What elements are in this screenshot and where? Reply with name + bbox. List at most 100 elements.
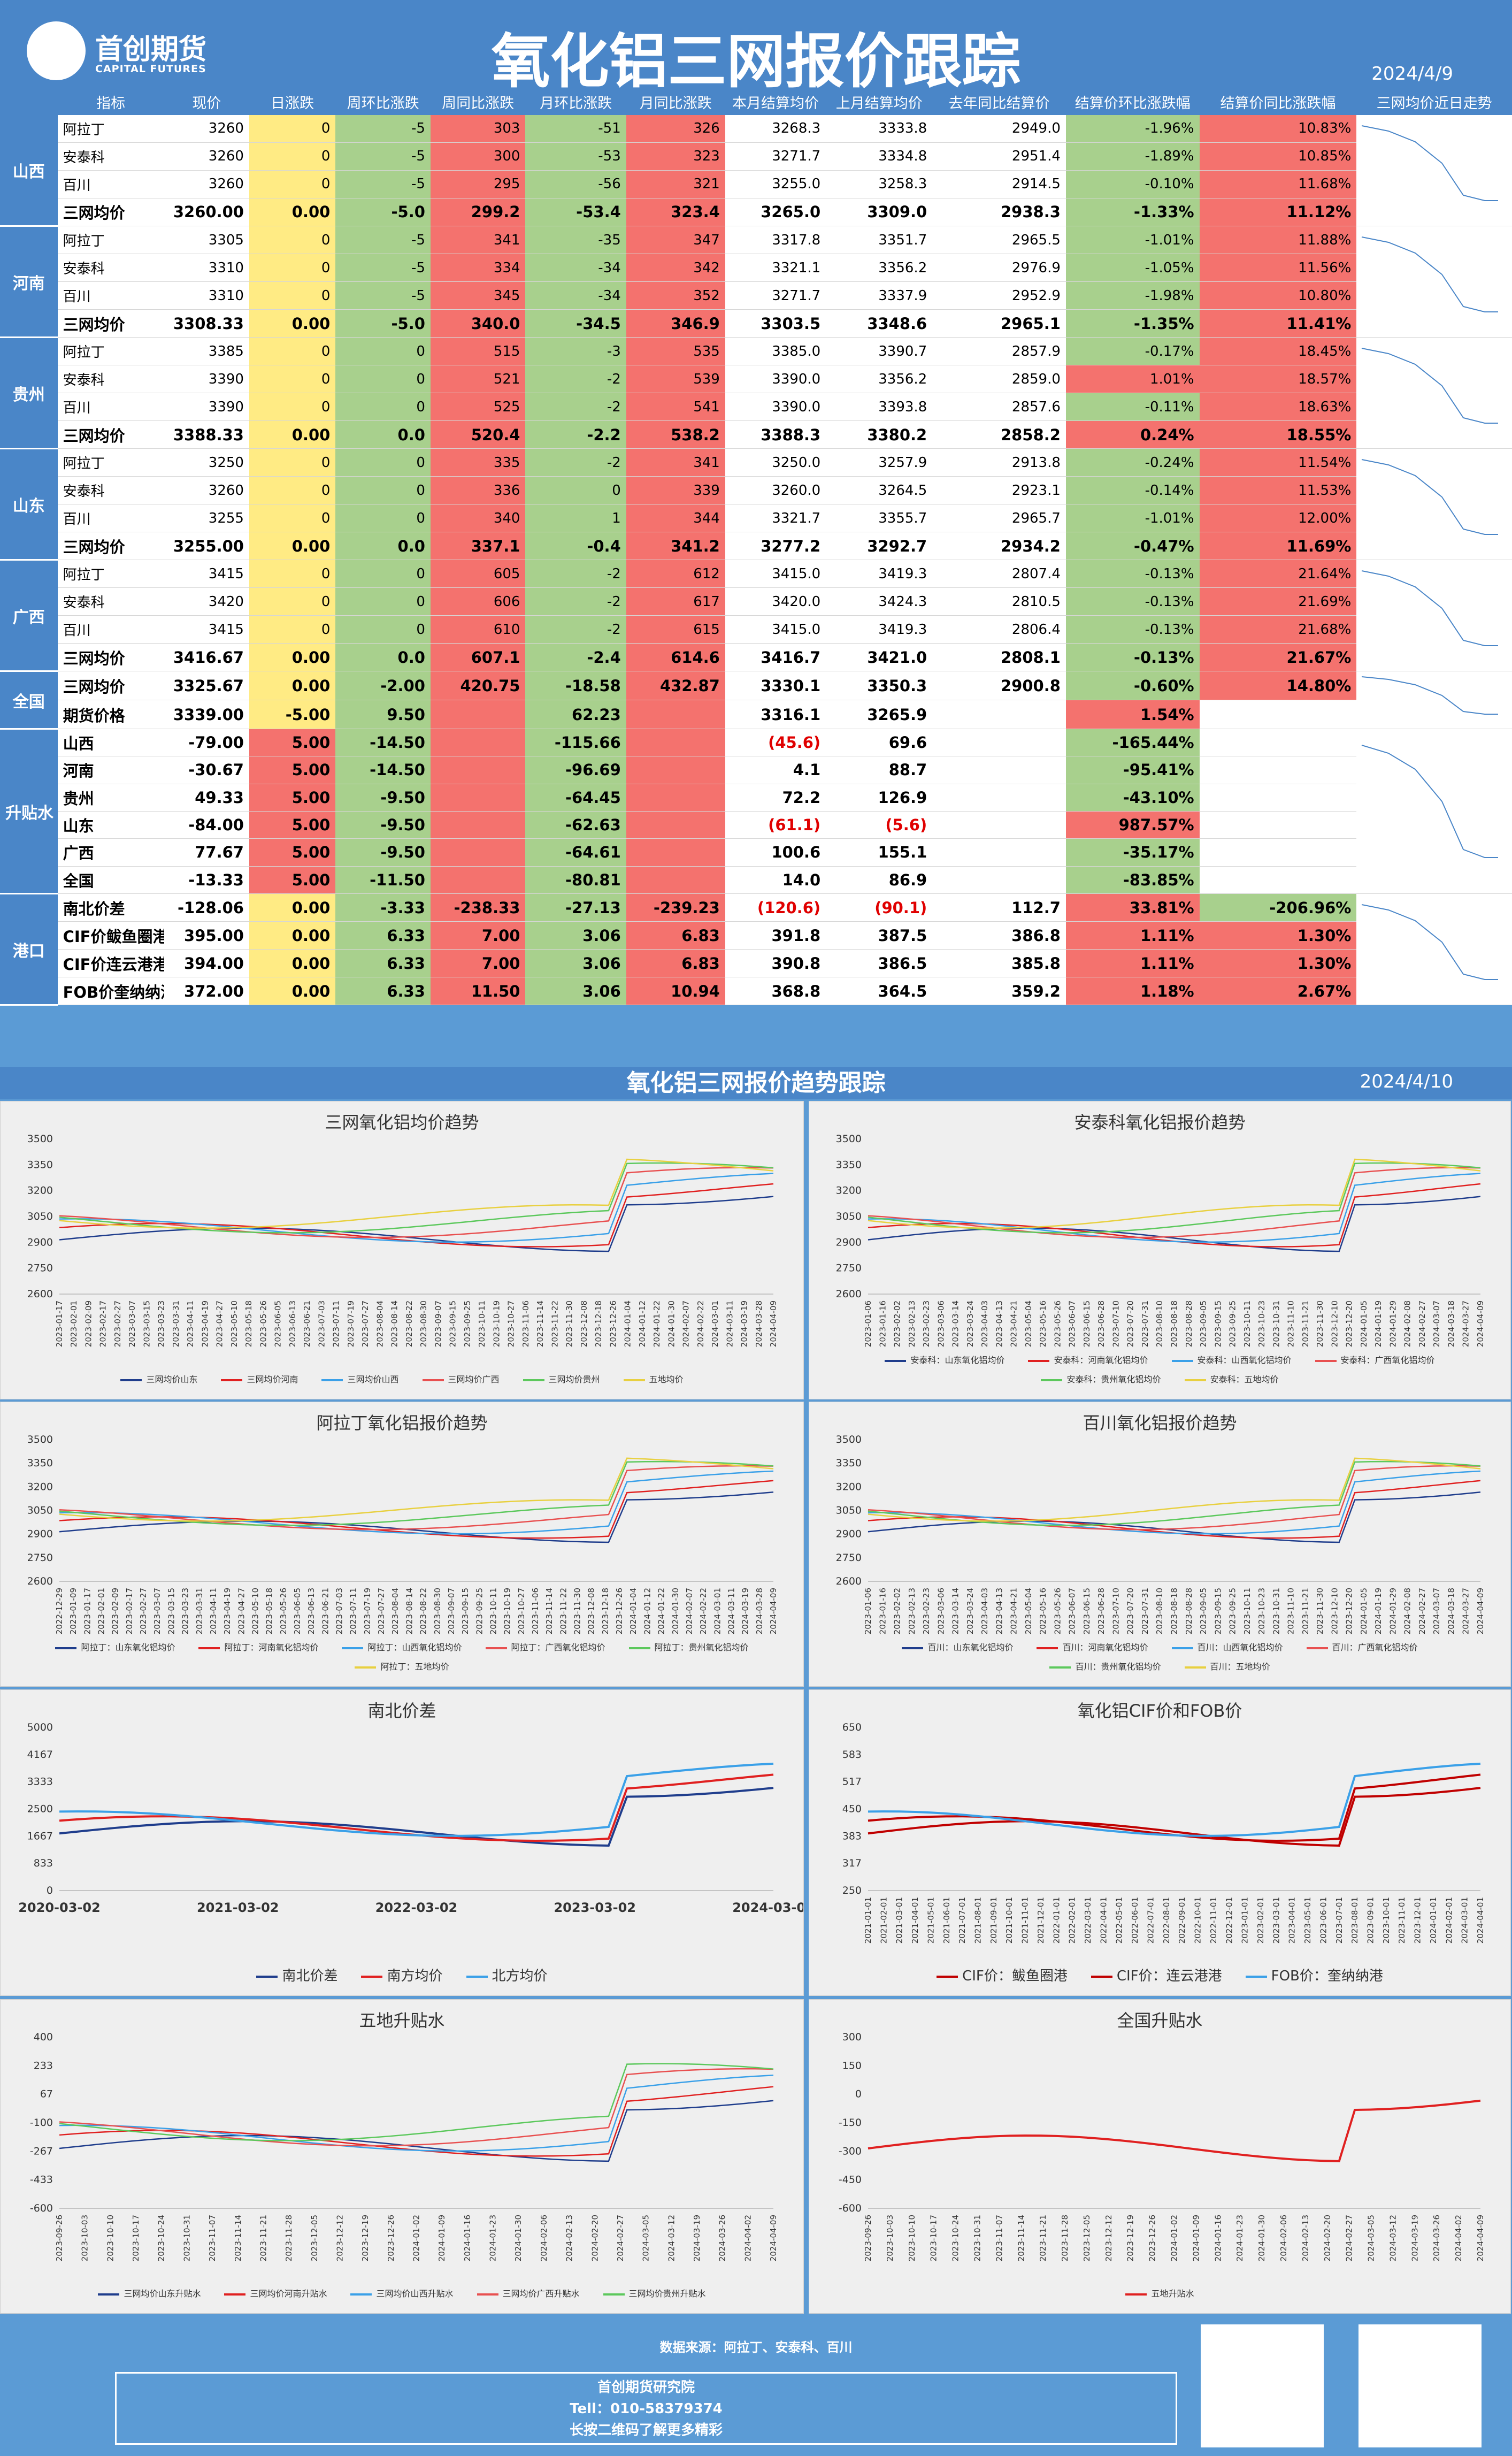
x-tick-label: 2023-11-14: [1016, 2215, 1026, 2261]
x-tick-label: 2023-10-31: [182, 2215, 191, 2261]
table-cell: 6.83: [626, 949, 725, 977]
legend-label: 安泰科：山西氧化铝均价: [1197, 1355, 1292, 1365]
table-cell: 0: [249, 281, 336, 310]
table-cell: 3271.7: [725, 142, 826, 171]
y-tick-label: -300: [839, 2145, 862, 2157]
table-cell: -53: [525, 142, 626, 171]
table-cell: 11.50: [430, 977, 526, 1005]
x-tick-label: 2021-12-01: [1036, 1897, 1046, 1944]
series-line: [868, 1196, 1481, 1252]
qr-code-1[interactable]: [1201, 2324, 1324, 2447]
table-cell: 394.00: [164, 949, 249, 977]
legend-label: CIF价：鲅鱼圈港: [962, 1968, 1068, 1984]
table-cell: 0: [525, 476, 626, 504]
x-tick-label: 2021-09-01: [989, 1897, 999, 1944]
table-cell: 62.23: [525, 700, 626, 729]
x-tick-label: 2023-04-03: [980, 1588, 989, 1634]
y-tick-label: 67: [40, 2088, 53, 2100]
table-cell: 5.00: [249, 784, 336, 812]
x-tick-label: 2023-05-18: [244, 1300, 254, 1347]
table-cell: 126.9: [826, 784, 933, 812]
col-header: 现价: [164, 88, 249, 115]
table-row: 百川 3415 0 0 610 -2 615 3415.0 3419.3 2806.4 -0.13%…: [0, 615, 1512, 644]
legend-label: 三网均价贵州升贴水: [628, 2289, 706, 2299]
table-cell: 49.33: [164, 784, 249, 812]
table-cell: -34: [525, 254, 626, 282]
table-cell: 364.5: [826, 977, 933, 1005]
legend-label: 三网均价广西: [448, 1374, 500, 1384]
table-cell: 2934.2: [932, 532, 1066, 560]
x-tick-label: 2023-12-10: [1330, 1300, 1339, 1347]
table-cell: [932, 866, 1066, 894]
x-tick-label: 2023-12-20: [1345, 1588, 1354, 1634]
table-cell: -206.96%: [1199, 893, 1357, 922]
x-tick-label: 2024-01-30: [1257, 2215, 1267, 2261]
table-cell: -9.50: [335, 838, 431, 867]
legend-swatch: [422, 1379, 444, 1381]
table-cell: 3260.0: [725, 476, 826, 504]
x-tick-label: 2022-01-01: [1052, 1897, 1061, 1944]
legend-label: 三网均价山东升贴水: [124, 2289, 201, 2299]
table-cell: 2859.0: [932, 365, 1066, 393]
y-tick-label: 3500: [27, 1434, 53, 1445]
y-tick-label: 150: [842, 2060, 862, 2071]
x-tick-label: 2024-01-02: [1170, 2215, 1179, 2261]
legend-label: 阿拉丁：贵州氧化铝均价: [654, 1642, 749, 1652]
qr-code-2[interactable]: [1359, 2324, 1482, 2447]
sparkline-path: [1362, 904, 1499, 980]
table-cell: -43.10%: [1065, 784, 1200, 812]
x-tick-label: 2023-06-07: [1068, 1588, 1077, 1634]
table-cell: 0.00: [249, 671, 336, 700]
chart-legend: 百川：山东氧化铝均价 百川：河南氧化铝均价 百川：山西氧化铝均价 百川：广西氧化铝均价…: [841, 1638, 1478, 1677]
legend-swatch: [321, 1379, 343, 1381]
table-cell: 352: [626, 281, 725, 310]
y-tick-label: 2900: [836, 1236, 862, 1248]
legend-label: 阿拉丁：广西氧化铝均价: [511, 1642, 605, 1652]
y-tick-label: 650: [842, 1722, 862, 1733]
table-cell: -1.98%: [1065, 281, 1200, 310]
table-cell: 0.0: [335, 420, 431, 449]
x-tick-label: 2024-01-29: [1388, 1588, 1398, 1634]
y-tick-label: 233: [34, 2060, 53, 2071]
table-cell: 0.00: [249, 643, 336, 671]
table-cell: 321: [626, 170, 725, 198]
x-tick-label: 2023-09-26: [55, 2215, 64, 2261]
x-tick-label: 2023-05-26: [1053, 1588, 1062, 1634]
chart-title: 阿拉丁氧化铝报价趋势: [316, 1413, 488, 1433]
table-cell: 0: [249, 448, 336, 477]
col-header: 去年同比结算价: [932, 88, 1066, 115]
y-tick-label: 5000: [27, 1722, 53, 1733]
x-tick-label: 2021-06-01: [942, 1897, 951, 1944]
table-cell: 2810.5: [932, 587, 1066, 616]
x-tick-label: 2023-08-18: [1170, 1588, 1179, 1634]
table-row: 山东 -84.00 5.00 -9.50 -62.63 (61.1) (5.6) 987.57…: [0, 811, 1512, 839]
table-row: 山东 阿拉丁 3250 0 0 335 -2 341 3250.0 3257.9 2913.8 -0.…: [0, 448, 1512, 561]
series-line: [59, 2100, 774, 2162]
table-cell: 9.50: [335, 700, 431, 729]
x-tick-label: 2023-11-06: [531, 1588, 540, 1634]
table-cell: -64.45: [525, 784, 626, 812]
legend-label: 安泰科：河南氧化铝均价: [1054, 1355, 1148, 1365]
legend-item: 南北价差: [256, 1967, 337, 1986]
row-label: 阿拉丁: [57, 448, 164, 477]
x-tick-label: 2024-03-07: [1432, 1300, 1441, 1347]
x-tick-label: 2023-02-17: [98, 1300, 108, 1347]
table-cell: 3348.6: [826, 309, 933, 338]
x-tick-label: 2023-06-13: [288, 1300, 297, 1347]
x-tick-label: 2023-03-01: [1271, 1897, 1281, 1944]
table-cell: 12.00%: [1199, 504, 1357, 532]
table-row: 贵州 阿拉丁 3385 0 0 515 -3 535 3385.0 3390.7 2857.9 -0.…: [0, 337, 1512, 449]
y-tick-label: 3050: [836, 1505, 862, 1517]
x-tick-label: 2023-02-09: [83, 1300, 93, 1347]
table-cell: 525: [430, 393, 526, 421]
table-cell: 0: [249, 587, 336, 616]
table-cell: -96.69: [525, 756, 626, 784]
y-tick-label: 3350: [27, 1159, 53, 1170]
table-cell: 3334.8: [826, 142, 933, 171]
x-tick-label: 2023-08-04: [390, 1588, 400, 1634]
table-cell: -115.66: [525, 729, 626, 757]
col-header: 结算价同比涨跌幅: [1199, 88, 1357, 115]
legend-item: 三网均价河南: [221, 1370, 298, 1389]
col-header: 周同比涨跌: [430, 88, 526, 115]
table-cell: 88.7: [826, 756, 933, 784]
